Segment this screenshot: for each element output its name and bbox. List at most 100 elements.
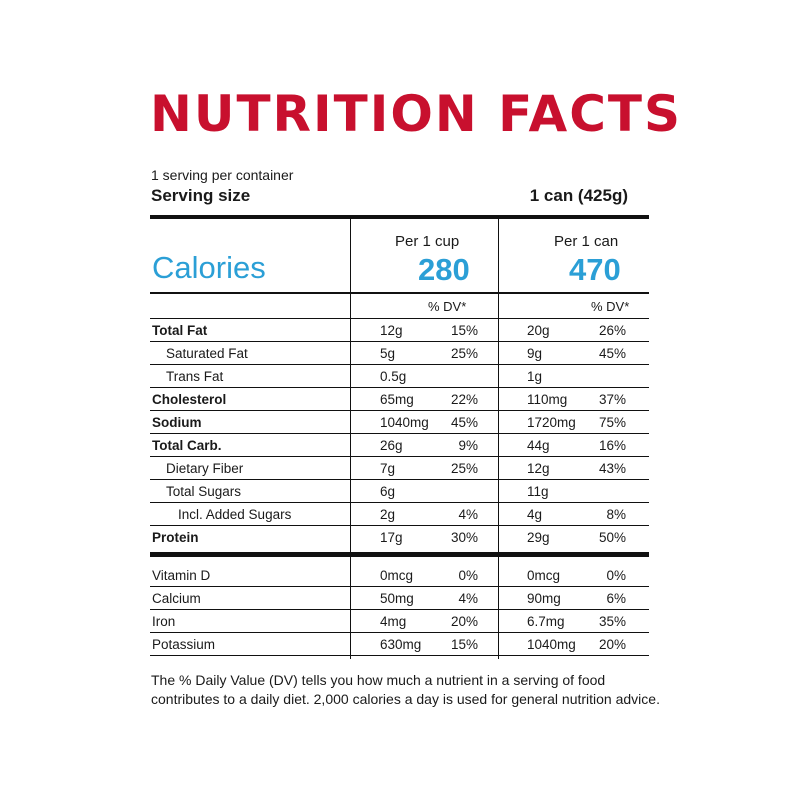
servings-per-container: 1 serving per container xyxy=(151,167,294,183)
calories-divider xyxy=(150,292,649,294)
per-can-header: Per 1 can xyxy=(554,233,619,250)
vitamin-row: Calcium 50mg 4% 90mg 6% xyxy=(150,587,649,610)
nutrient-label: Saturated Fat xyxy=(166,346,248,361)
row-divider xyxy=(150,655,649,656)
can-amount: 1720mg xyxy=(527,415,576,430)
cup-amount: 7g xyxy=(380,461,396,476)
nutrient-label: Dietary Fiber xyxy=(166,461,244,476)
nutrient-label: Calcium xyxy=(152,591,201,606)
row-divider xyxy=(150,586,649,587)
can-amount: 1040mg xyxy=(527,637,576,652)
nutrient-row: Cholesterol 65mg 22% 110mg 37% xyxy=(150,388,649,411)
can-amount: 20g xyxy=(527,323,550,338)
cup-amount: 4mg xyxy=(380,614,407,629)
page-title: NUTRITION FACTS xyxy=(150,85,683,143)
can-amount: 4g xyxy=(527,507,543,522)
can-amount: 12g xyxy=(527,461,550,476)
cup-amount: 630mg xyxy=(380,637,422,652)
cup-amount: 50mg xyxy=(380,591,414,606)
can-dv: 75% xyxy=(598,415,626,430)
column-divider-2 xyxy=(498,219,499,552)
can-dv: 0% xyxy=(606,568,626,583)
cup-dv: 22% xyxy=(450,392,478,407)
cup-dv: 9% xyxy=(458,438,478,453)
can-amount: 90mg xyxy=(527,591,561,606)
nutrient-label: Vitamin D xyxy=(152,568,211,583)
cup-dv: 45% xyxy=(450,415,478,430)
per-can-calories: 470 xyxy=(569,252,621,287)
can-amount: 6.7mg xyxy=(527,614,565,629)
can-dv: 50% xyxy=(598,530,626,545)
cup-amount: 5g xyxy=(380,346,396,361)
nutrient-label: Total Sugars xyxy=(166,484,242,499)
cup-amount: 0mcg xyxy=(380,568,414,583)
cup-dv: 4% xyxy=(458,591,478,606)
nutrient-row: Protein 17g 30% 29g 50% xyxy=(150,526,649,549)
cup-amount: 1040mg xyxy=(380,415,429,430)
nutrient-row: Trans Fat 0.5g 1g xyxy=(150,365,649,388)
cup-dv: 20% xyxy=(450,614,478,629)
vitamin-row: Potassium 630mg 15% 1040mg 20% xyxy=(150,633,649,656)
vitamin-row: Vitamin D 0mcg 0% 0mcg 0% xyxy=(150,564,649,587)
cup-amount: 2g xyxy=(380,507,396,522)
nutrient-row: Incl. Added Sugars 2g 4% 4g 8% xyxy=(150,503,649,526)
can-dv: 8% xyxy=(606,507,626,522)
can-amount: 44g xyxy=(527,438,550,453)
per-cup-calories: 280 xyxy=(418,252,470,287)
row-divider xyxy=(150,609,649,610)
row-divider xyxy=(150,479,649,480)
serving-size-value: 1 can (425g) xyxy=(529,186,628,205)
nutrient-row: Saturated Fat 5g 25% 9g 45% xyxy=(150,342,649,365)
cup-amount: 26g xyxy=(380,438,403,453)
can-dv: 26% xyxy=(598,323,626,338)
cup-amount: 17g xyxy=(380,530,403,545)
nutrient-label: Protein xyxy=(152,530,199,545)
can-dv: 43% xyxy=(598,461,626,476)
cup-dv: 25% xyxy=(450,461,478,476)
nutrient-row: Dietary Fiber 7g 25% 12g 43% xyxy=(150,457,649,480)
can-dv: 6% xyxy=(606,591,626,606)
row-divider xyxy=(150,502,649,503)
can-dv: 45% xyxy=(598,346,626,361)
cup-amount: 65mg xyxy=(380,392,414,407)
cup-dv: 15% xyxy=(450,323,478,338)
dv-header-can: % DV* xyxy=(591,299,630,314)
vitamin-row: Iron 4mg 20% 6.7mg 35% xyxy=(150,610,649,633)
can-amount: 9g xyxy=(527,346,543,361)
cup-dv: 0% xyxy=(458,568,478,583)
thick-divider-top xyxy=(150,215,649,219)
nutrient-row: Sodium 1040mg 45% 1720mg 75% xyxy=(150,411,649,434)
nutrient-row: Total Carb. 26g 9% 44g 16% xyxy=(150,434,649,457)
cup-dv: 30% xyxy=(450,530,478,545)
daily-value-footnote: The % Daily Value (DV) tells you how muc… xyxy=(151,672,660,707)
can-amount: 29g xyxy=(527,530,550,545)
can-dv: 37% xyxy=(598,392,626,407)
cup-dv: 25% xyxy=(450,346,478,361)
per-cup-header: Per 1 cup xyxy=(395,233,460,250)
can-dv: 20% xyxy=(598,637,626,652)
row-divider xyxy=(150,433,649,434)
can-amount: 0mcg xyxy=(527,568,561,583)
row-divider xyxy=(150,387,649,388)
cup-amount: 6g xyxy=(380,484,396,499)
can-amount: 11g xyxy=(527,484,549,499)
nutrient-label: Total Carb. xyxy=(152,438,222,453)
serving-size-label: Serving size xyxy=(151,186,251,205)
can-dv: 35% xyxy=(598,614,626,629)
cup-amount: 12g xyxy=(380,323,403,338)
cup-amount: 0.5g xyxy=(380,369,407,384)
cup-dv: 15% xyxy=(450,637,478,652)
can-amount: 110mg xyxy=(527,392,568,407)
cup-dv: 4% xyxy=(458,507,478,522)
row-divider xyxy=(150,341,649,342)
column-divider-1-lower xyxy=(350,557,351,659)
nutrient-label: Total Fat xyxy=(152,323,208,338)
dv-header-cup: % DV* xyxy=(428,299,467,314)
row-divider xyxy=(150,456,649,457)
row-divider xyxy=(150,632,649,633)
nutrient-label: Sodium xyxy=(152,415,202,430)
calories-label: Calories xyxy=(152,250,266,285)
can-amount: 1g xyxy=(527,369,543,384)
nutrient-row: Total Fat 12g 15% 20g 26% xyxy=(150,319,649,342)
thick-divider-middle xyxy=(150,552,649,557)
